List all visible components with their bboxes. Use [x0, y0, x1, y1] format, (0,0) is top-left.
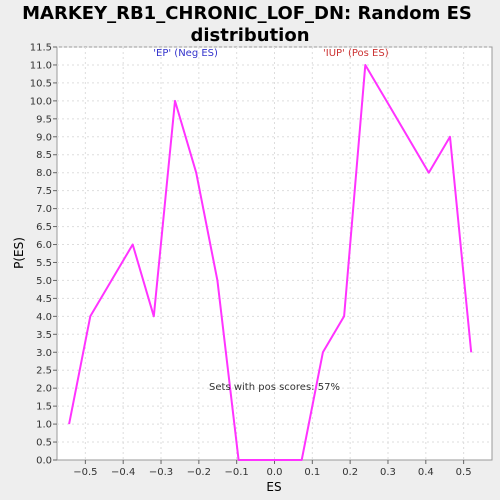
x-tick-label: 0.3	[380, 467, 396, 478]
chart-title-line-2: distribution	[190, 25, 309, 46]
y-tick-label: 6.0	[36, 240, 52, 251]
x-tick-label: 0.5	[456, 467, 472, 478]
y-tick-label: 10.5	[30, 78, 52, 89]
y-tick-label: 6.5	[36, 222, 52, 233]
x-tick-label: 0.1	[304, 467, 320, 478]
y-tick-label: 9.5	[36, 114, 52, 125]
annotation-text: 'IUP' (Pos ES)	[323, 48, 389, 59]
x-tick-label: 0.2	[342, 467, 358, 478]
chart-title-line-1: MARKEY_RB1_CHRONIC_LOF_DN: Random ES	[22, 3, 472, 24]
x-tick-label: −0.2	[187, 467, 211, 478]
y-tick-label: 4.0	[36, 312, 52, 323]
y-tick-label: 1.5	[36, 402, 52, 413]
y-tick-label: 7.0	[36, 204, 52, 215]
y-tick-label: 4.5	[36, 294, 52, 305]
y-tick-label: 0.0	[36, 456, 52, 467]
y-tick-label: 8.5	[36, 150, 52, 161]
x-tick-label: 0.0	[267, 467, 283, 478]
y-tick-label: 11.5	[30, 43, 52, 54]
y-tick-label: 3.0	[36, 348, 52, 359]
y-tick-label: 2.5	[36, 366, 52, 377]
y-tick-label: 7.5	[36, 186, 52, 197]
annotation-text: Sets with pos scores: 57%	[209, 382, 340, 393]
y-tick-label: 8.0	[36, 168, 52, 179]
y-tick-label: 3.5	[36, 330, 52, 341]
x-tick-label: −0.4	[111, 467, 135, 478]
x-tick-label: 0.4	[418, 467, 434, 478]
y-tick-label: 0.5	[36, 438, 52, 449]
y-tick-label: 5.0	[36, 276, 52, 287]
x-tick-label: −0.3	[149, 467, 173, 478]
annotation-text: 'EP' (Neg ES)	[153, 48, 218, 59]
y-tick-label: 9.0	[36, 132, 52, 143]
x-axis-label: ES	[266, 480, 281, 494]
y-tick-label: 11.0	[30, 60, 52, 71]
x-tick-label: −0.5	[73, 467, 97, 478]
y-tick-label: 5.5	[36, 258, 52, 269]
y-axis-label: P(ES)	[12, 237, 26, 269]
y-tick-label: 10.0	[30, 96, 52, 107]
x-tick-label: −0.1	[225, 467, 249, 478]
y-tick-label: 2.0	[36, 384, 52, 395]
y-tick-label: 1.0	[36, 420, 52, 431]
